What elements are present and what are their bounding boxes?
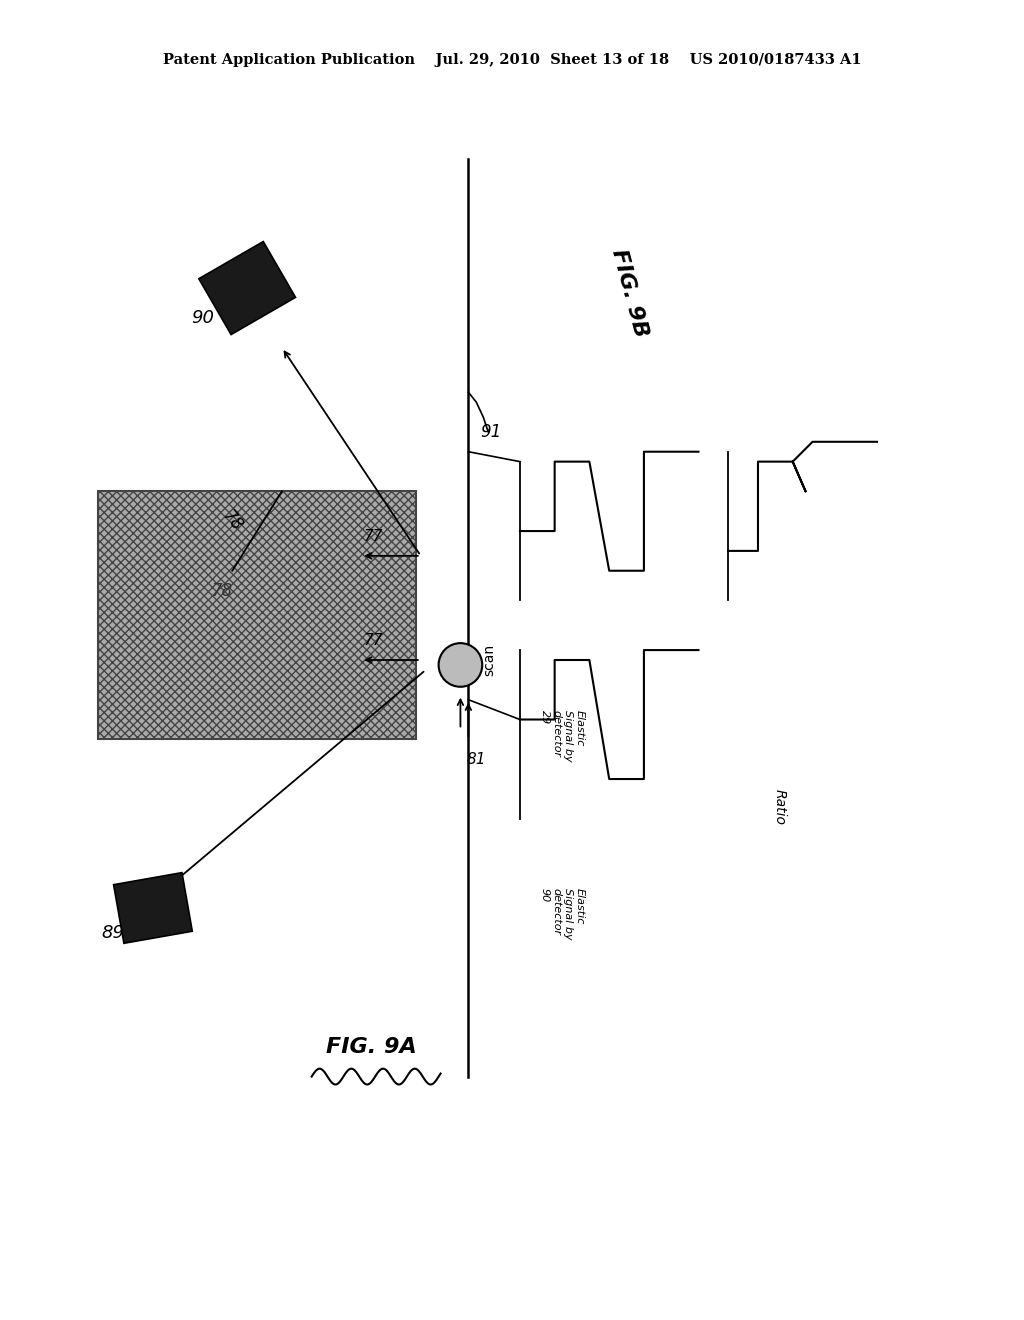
Text: Patent Application Publication    Jul. 29, 2010  Sheet 13 of 18    US 2010/01874: Patent Application Publication Jul. 29, …	[163, 53, 861, 67]
Text: Elastic
Signal by
detector
29: Elastic Signal by detector 29	[540, 710, 585, 762]
Text: 78: 78	[212, 582, 233, 599]
Text: FIG. 9A: FIG. 9A	[326, 1036, 417, 1057]
Text: 81: 81	[466, 751, 485, 767]
Text: scan: scan	[482, 644, 497, 676]
Text: 77: 77	[364, 529, 383, 544]
Polygon shape	[199, 242, 296, 334]
Text: FIG. 9B: FIG. 9B	[607, 247, 650, 339]
Polygon shape	[114, 873, 193, 944]
Text: 77: 77	[364, 634, 383, 648]
Text: Elastic
Signal by
detector
90: Elastic Signal by detector 90	[540, 888, 585, 940]
Text: Ratio: Ratio	[773, 789, 786, 825]
Text: 89: 89	[101, 924, 125, 941]
Bar	[98, 491, 416, 739]
Circle shape	[438, 643, 482, 686]
Text: 91: 91	[480, 422, 502, 441]
Text: 90: 90	[191, 309, 214, 327]
Text: 78: 78	[218, 507, 246, 535]
